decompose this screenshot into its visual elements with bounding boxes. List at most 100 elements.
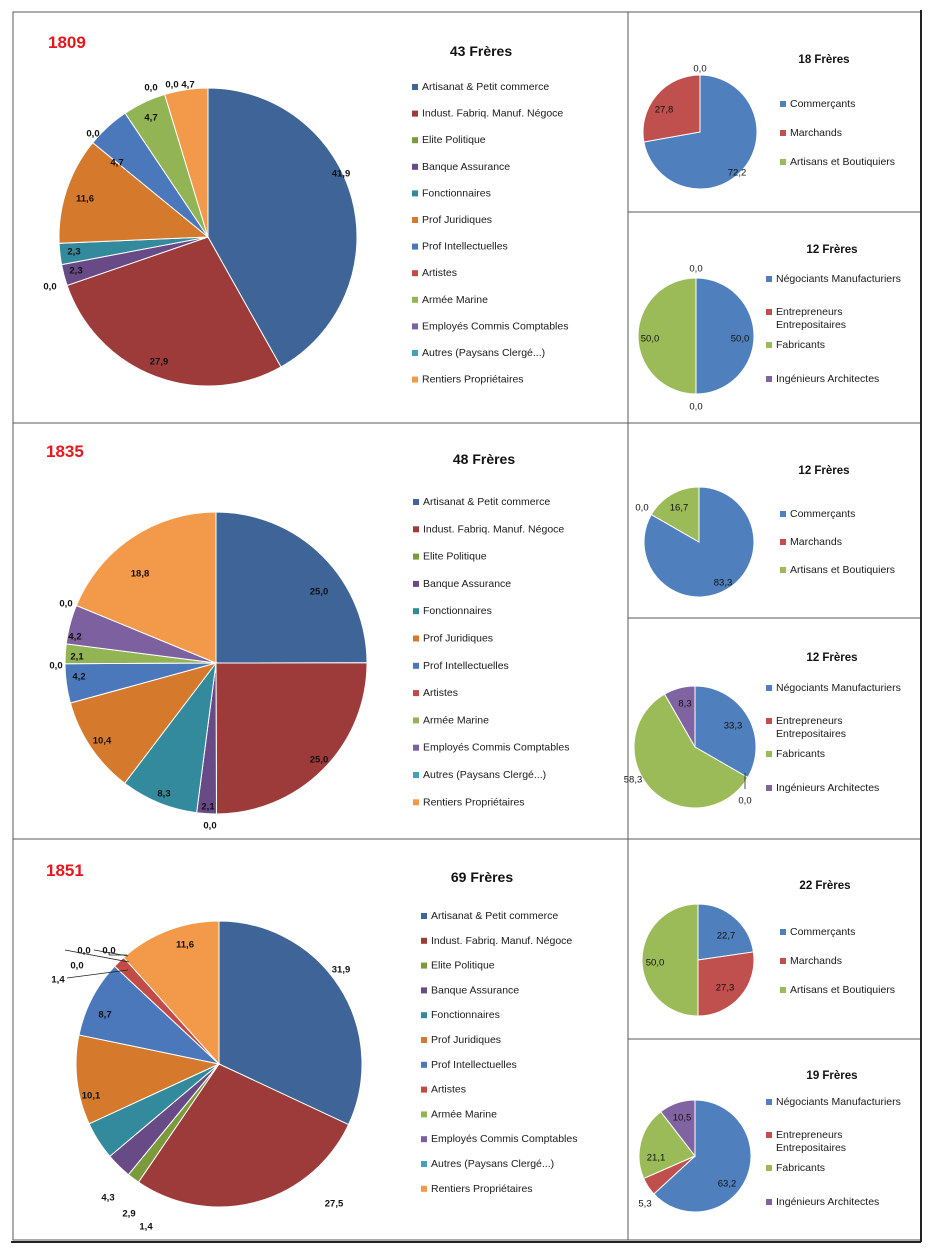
legend-label: Commerçants <box>790 926 855 938</box>
legend-swatch <box>413 799 419 806</box>
slice-n-gociants-manufacturiers <box>653 1099 752 1213</box>
data-label-fonctionnaires: 8,3 <box>157 789 170 800</box>
legend-label: Négociants Manufacturiers <box>776 1096 901 1108</box>
legend-swatch <box>412 110 418 117</box>
data-label-commer-ants: 72,2 <box>728 168 747 179</box>
data-label-rentiers-propri-taires: 18,8 <box>131 569 150 580</box>
pie-chart-6: 12 Frères 33,3 0,0 58,3 8,3 Négociants Manufa… <box>624 652 901 809</box>
data-label-elite-politique: 0,0 <box>203 821 216 832</box>
legend-swatch <box>421 1161 427 1167</box>
legend-item-elite-politique: Elite Politique <box>421 960 495 972</box>
chart-title: 19 Frères <box>806 1070 857 1082</box>
legend-swatch <box>413 608 419 615</box>
pie-chart-1: 1809 43 Frères41,927,90,02,32,311,64,70,0… <box>43 33 568 387</box>
data-label-artisans-et-boutiquiers: 0,0 <box>693 64 706 75</box>
legend-item-arm-e-marine: Armée Marine <box>421 1108 497 1120</box>
slice-indust-fabriq-manuf-n-goce <box>66 236 282 387</box>
data-label-artisanat-petit-commerce: 41,9 <box>332 169 351 180</box>
slice-artisanat-petit-commerce <box>215 511 368 664</box>
legend-swatch <box>412 163 418 170</box>
data-label-arm-e-marine: 2,1 <box>70 652 84 663</box>
data-label-banque-assurance: 2,9 <box>122 1209 135 1220</box>
data-label-prof-juridiques: 10,4 <box>93 736 112 747</box>
legend-label: Artisans et Boutiquiers <box>790 156 895 168</box>
data-label-prof-juridiques: 10,1 <box>82 1091 101 1102</box>
legend-swatch <box>421 1185 427 1192</box>
legend-swatch <box>780 567 786 573</box>
data-label-banque-assurance: 2,1 <box>201 802 215 813</box>
legend-label: Elite Politique <box>422 134 486 146</box>
legend-item-commer-ants: Commerçants <box>780 926 855 938</box>
legend-label: Artisanat & Petit commerce <box>422 81 549 93</box>
legend-label: Banque Assurance <box>423 578 511 590</box>
legend-item-ing-nieurs-architectes: Ingénieurs Architectes <box>766 782 879 794</box>
data-label-marchands: 0,0 <box>635 503 648 514</box>
legend-swatch <box>413 662 419 669</box>
legend-swatch <box>766 342 772 348</box>
legend-label: Indust. Fabriq. Manuf. Négoce <box>422 108 563 120</box>
legend-swatch <box>421 1136 427 1143</box>
slice-rentiers-propri-taires <box>75 511 217 664</box>
legend-label: Armée Marine <box>431 1108 497 1120</box>
legend-item-fonctionnaires: Fonctionnaires <box>413 605 492 617</box>
data-label-entrepreneurs-entrepositaires: 5,3 <box>638 1199 651 1210</box>
data-label-entrepreneurs-entrepositaires: 0,0 <box>689 264 702 275</box>
leader-line <box>64 949 130 963</box>
legend-label: Artistes <box>422 267 457 279</box>
legend-item-marchands: Marchands <box>780 955 842 967</box>
legend-item-commer-ants: Commerçants <box>780 508 855 520</box>
data-label-ing-nieurs-architectes: 10,5 <box>673 1113 692 1124</box>
legend-item-rentiers-propri-taires: Rentiers Propriétaires <box>412 374 524 386</box>
data-label-indust-fabriq-manuf-n-goce: 27,5 <box>325 1199 344 1210</box>
legend-label: Fabricants <box>776 1162 825 1174</box>
legend-label: Marchands <box>790 955 842 967</box>
data-label-commer-ants: 83,3 <box>714 578 733 589</box>
legend-item-n-gociants-manufacturiers: Négociants Manufacturiers <box>766 682 901 694</box>
chart-title: 22 Frères <box>799 880 850 892</box>
chart-year: 1835 <box>46 442 84 461</box>
legend-label: Entrepreneurs <box>776 715 843 727</box>
legend-item-prof-intellectuelles: Prof Intellectuelles <box>413 660 509 672</box>
legend-swatch <box>412 296 418 303</box>
legend-item-artisans-et-boutiquiers: Artisans et Boutiquiers <box>780 156 895 168</box>
slice-prof-juridiques <box>58 141 210 244</box>
legend-item-marchands: Marchands <box>780 536 842 548</box>
panel-borders <box>11 10 922 1243</box>
legend-swatch <box>766 276 772 282</box>
data-label-autres-paysans-clerg: 0,0 <box>102 946 115 957</box>
legend-label: Autres (Paysans Clergé...) <box>423 769 546 781</box>
data-label-employ-s-commis-comptables: 0,0 <box>144 83 157 94</box>
legend-label: Artisans et Boutiquiers <box>790 984 895 996</box>
legend-label: Marchands <box>790 127 842 139</box>
data-label-prof-intellectuelles: 4,2 <box>72 672 85 683</box>
legend-label: Fonctionnaires <box>431 1009 500 1021</box>
legend-item-commer-ants: Commerçants <box>780 98 855 110</box>
legend-label: Marchands <box>790 536 842 548</box>
chart-title: 12 Frères <box>798 465 849 477</box>
data-label-n-gociants-manufacturiers: 50,0 <box>731 334 750 345</box>
legend-swatch <box>412 137 418 144</box>
slice-marchands <box>642 74 701 143</box>
legend-label: Négociants Manufacturiers <box>776 682 901 694</box>
legend-item-indust-fabriq-manuf-n-goce: Indust. Fabriq. Manuf. Négoce <box>412 108 563 120</box>
data-label-artisanat-petit-commerce: 31,9 <box>332 965 351 976</box>
legend-swatch <box>413 717 419 724</box>
data-label-elite-politique: 0,0 <box>43 282 56 293</box>
slice-ing-nieurs-architectes <box>663 685 696 749</box>
data-label-indust-fabriq-manuf-n-goce: 27,9 <box>150 357 169 368</box>
slice-artisans-et-boutiquiers <box>650 486 700 543</box>
slice-ing-nieurs-architectes <box>660 1099 696 1158</box>
legend-swatch <box>780 539 786 545</box>
legend-swatch <box>413 499 419 505</box>
data-label-prof-intellectuelles: 4,7 <box>110 158 123 169</box>
data-label-prof-juridiques: 11,6 <box>76 194 94 205</box>
legend-swatch <box>780 101 786 107</box>
legend-label: Armée Marine <box>422 294 488 306</box>
chart-title: 12 Frères <box>806 244 857 256</box>
pie-chart-2: 18 Frères 72,2 27,8 0,0 Commerçants Marchands… <box>642 54 895 190</box>
legend-item-elite-politique: Elite Politique <box>413 551 487 563</box>
data-label-arm-e-marine: 4,7 <box>144 113 157 124</box>
legend-label: Prof Juridiques <box>423 633 493 645</box>
